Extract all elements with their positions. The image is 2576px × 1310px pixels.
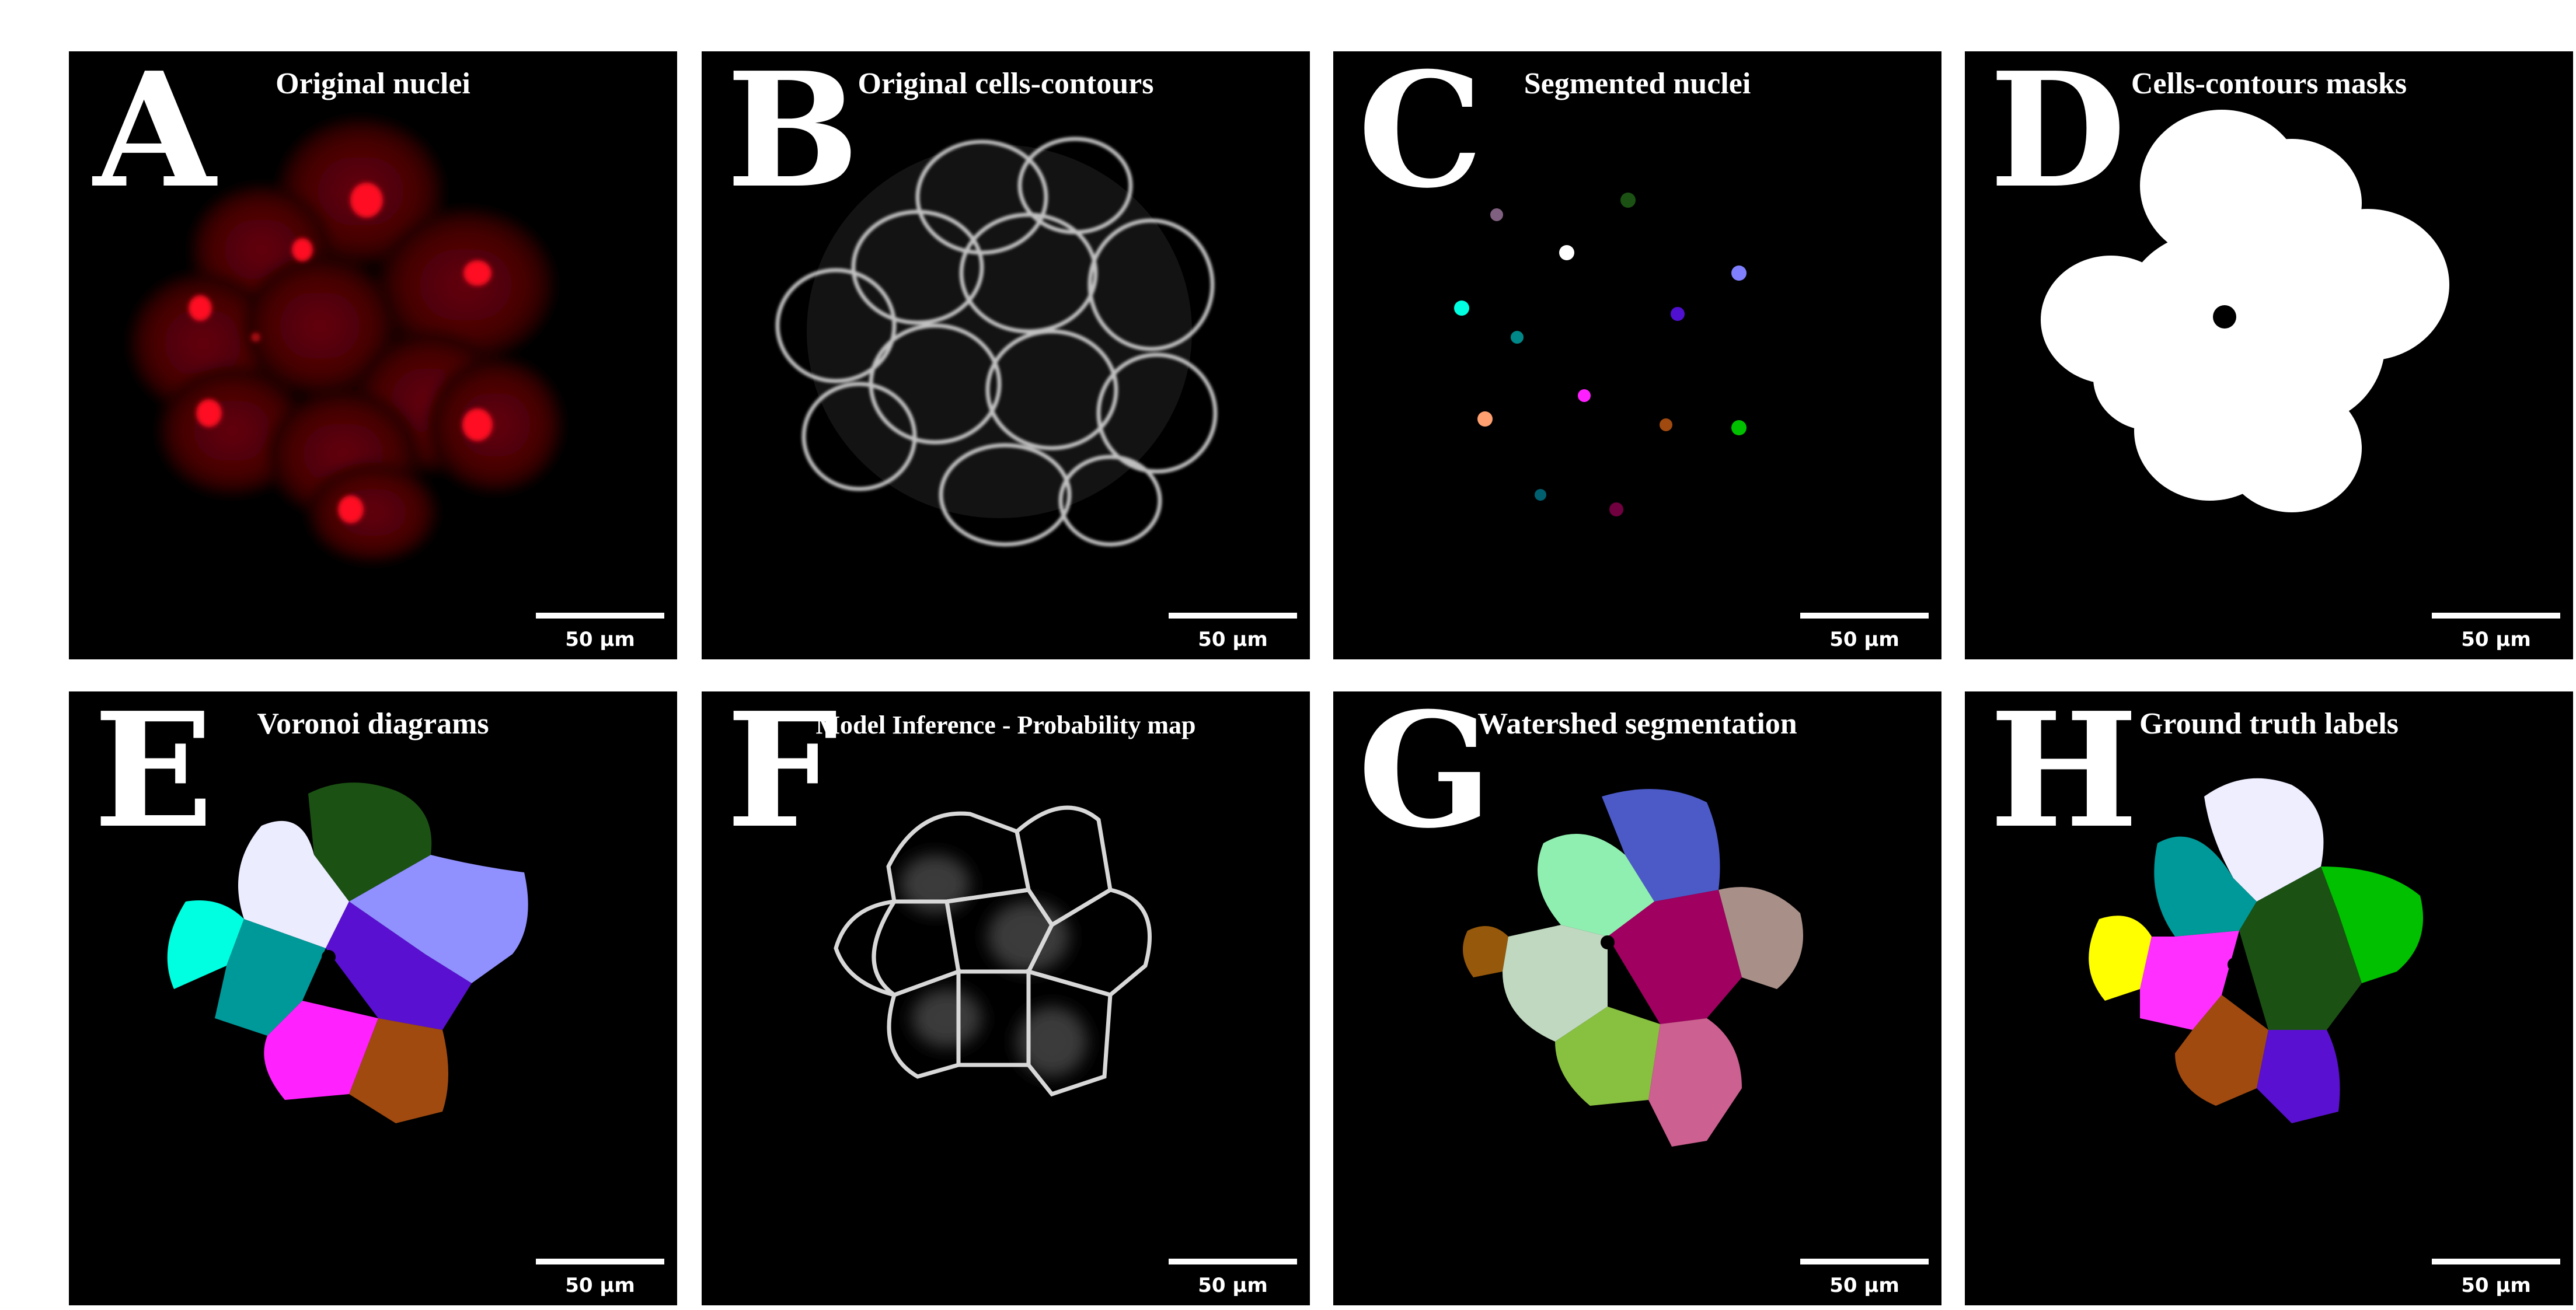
panel-title: Model Inference - Probability map <box>815 711 1196 739</box>
panel-watershed-segmentation: G Watershed segmentation 50 µm <box>1333 691 1941 1305</box>
mask-image <box>2041 110 2449 512</box>
panel-cells-contours-masks: D Cells-contours masks 50 µm <box>1965 51 2573 659</box>
scale-label: 50 µm <box>2461 1274 2531 1297</box>
scale-bar <box>1169 1259 1297 1264</box>
scale-bar <box>1800 1259 1929 1264</box>
panel-letter: F <box>726 691 838 863</box>
panel-probability-map: F Model Inference - Probability map 50 µ… <box>702 691 1310 1305</box>
panel-title: Cells-contours masks <box>2131 67 2407 100</box>
panel-letter: B <box>726 51 860 223</box>
panel-letter: G <box>1358 691 1493 863</box>
panel-title: Segmented nuclei <box>1524 67 1751 100</box>
scale-label: 50 µm <box>1198 1274 1268 1297</box>
panel-segmented-nuclei: C Segmented nuclei 50 µm <box>1333 51 1941 659</box>
panel-letter: H <box>1989 691 2139 863</box>
scale-bar <box>1169 613 1297 619</box>
panel-title: Watershed segmentation <box>1477 707 1797 740</box>
panel-letter: E <box>93 691 214 863</box>
panel-letter: C <box>1358 51 1483 223</box>
panel-title: Original cells-contours <box>857 67 1154 100</box>
panel-original-nuclei: A Original nuclei 50 µm <box>69 51 677 659</box>
panel-letter: A <box>93 51 216 223</box>
scale-bar <box>2432 1259 2560 1264</box>
panel-letter: D <box>1989 51 2127 223</box>
voronoi-image <box>167 782 528 1123</box>
contours-image <box>775 137 1218 547</box>
scale-label: 50 µm <box>2461 628 2531 651</box>
scale-label: 50 µm <box>1829 1274 1899 1297</box>
scale-bar <box>536 613 664 619</box>
panel-voronoi-diagrams: E Voronoi diagrams 50 µm <box>69 691 677 1305</box>
nuclei-image <box>130 118 562 562</box>
panel-ground-truth-labels: H Ground truth labels 50 µm <box>1965 691 2573 1305</box>
scale-label: 50 µm <box>565 1274 635 1297</box>
watershed-image <box>1463 789 1803 1147</box>
scale-label: 50 µm <box>565 628 635 651</box>
panel-title: Ground truth labels <box>2139 707 2399 740</box>
panel-original-cells-contours: B Original cells-contours 50 µm <box>702 51 1310 659</box>
panel-title: Original nuclei <box>276 67 470 100</box>
scale-bar <box>536 1259 664 1264</box>
probability-map-image <box>834 805 1152 1097</box>
scale-label: 50 µm <box>1198 628 1268 651</box>
nuclei-dots-image <box>1454 193 1747 516</box>
panel-title: Voronoi diagrams <box>257 707 489 740</box>
ground-truth-image <box>2089 778 2423 1123</box>
scale-bar <box>2432 613 2560 619</box>
scale-bar <box>1800 613 1929 619</box>
scale-label: 50 µm <box>1829 628 1899 651</box>
